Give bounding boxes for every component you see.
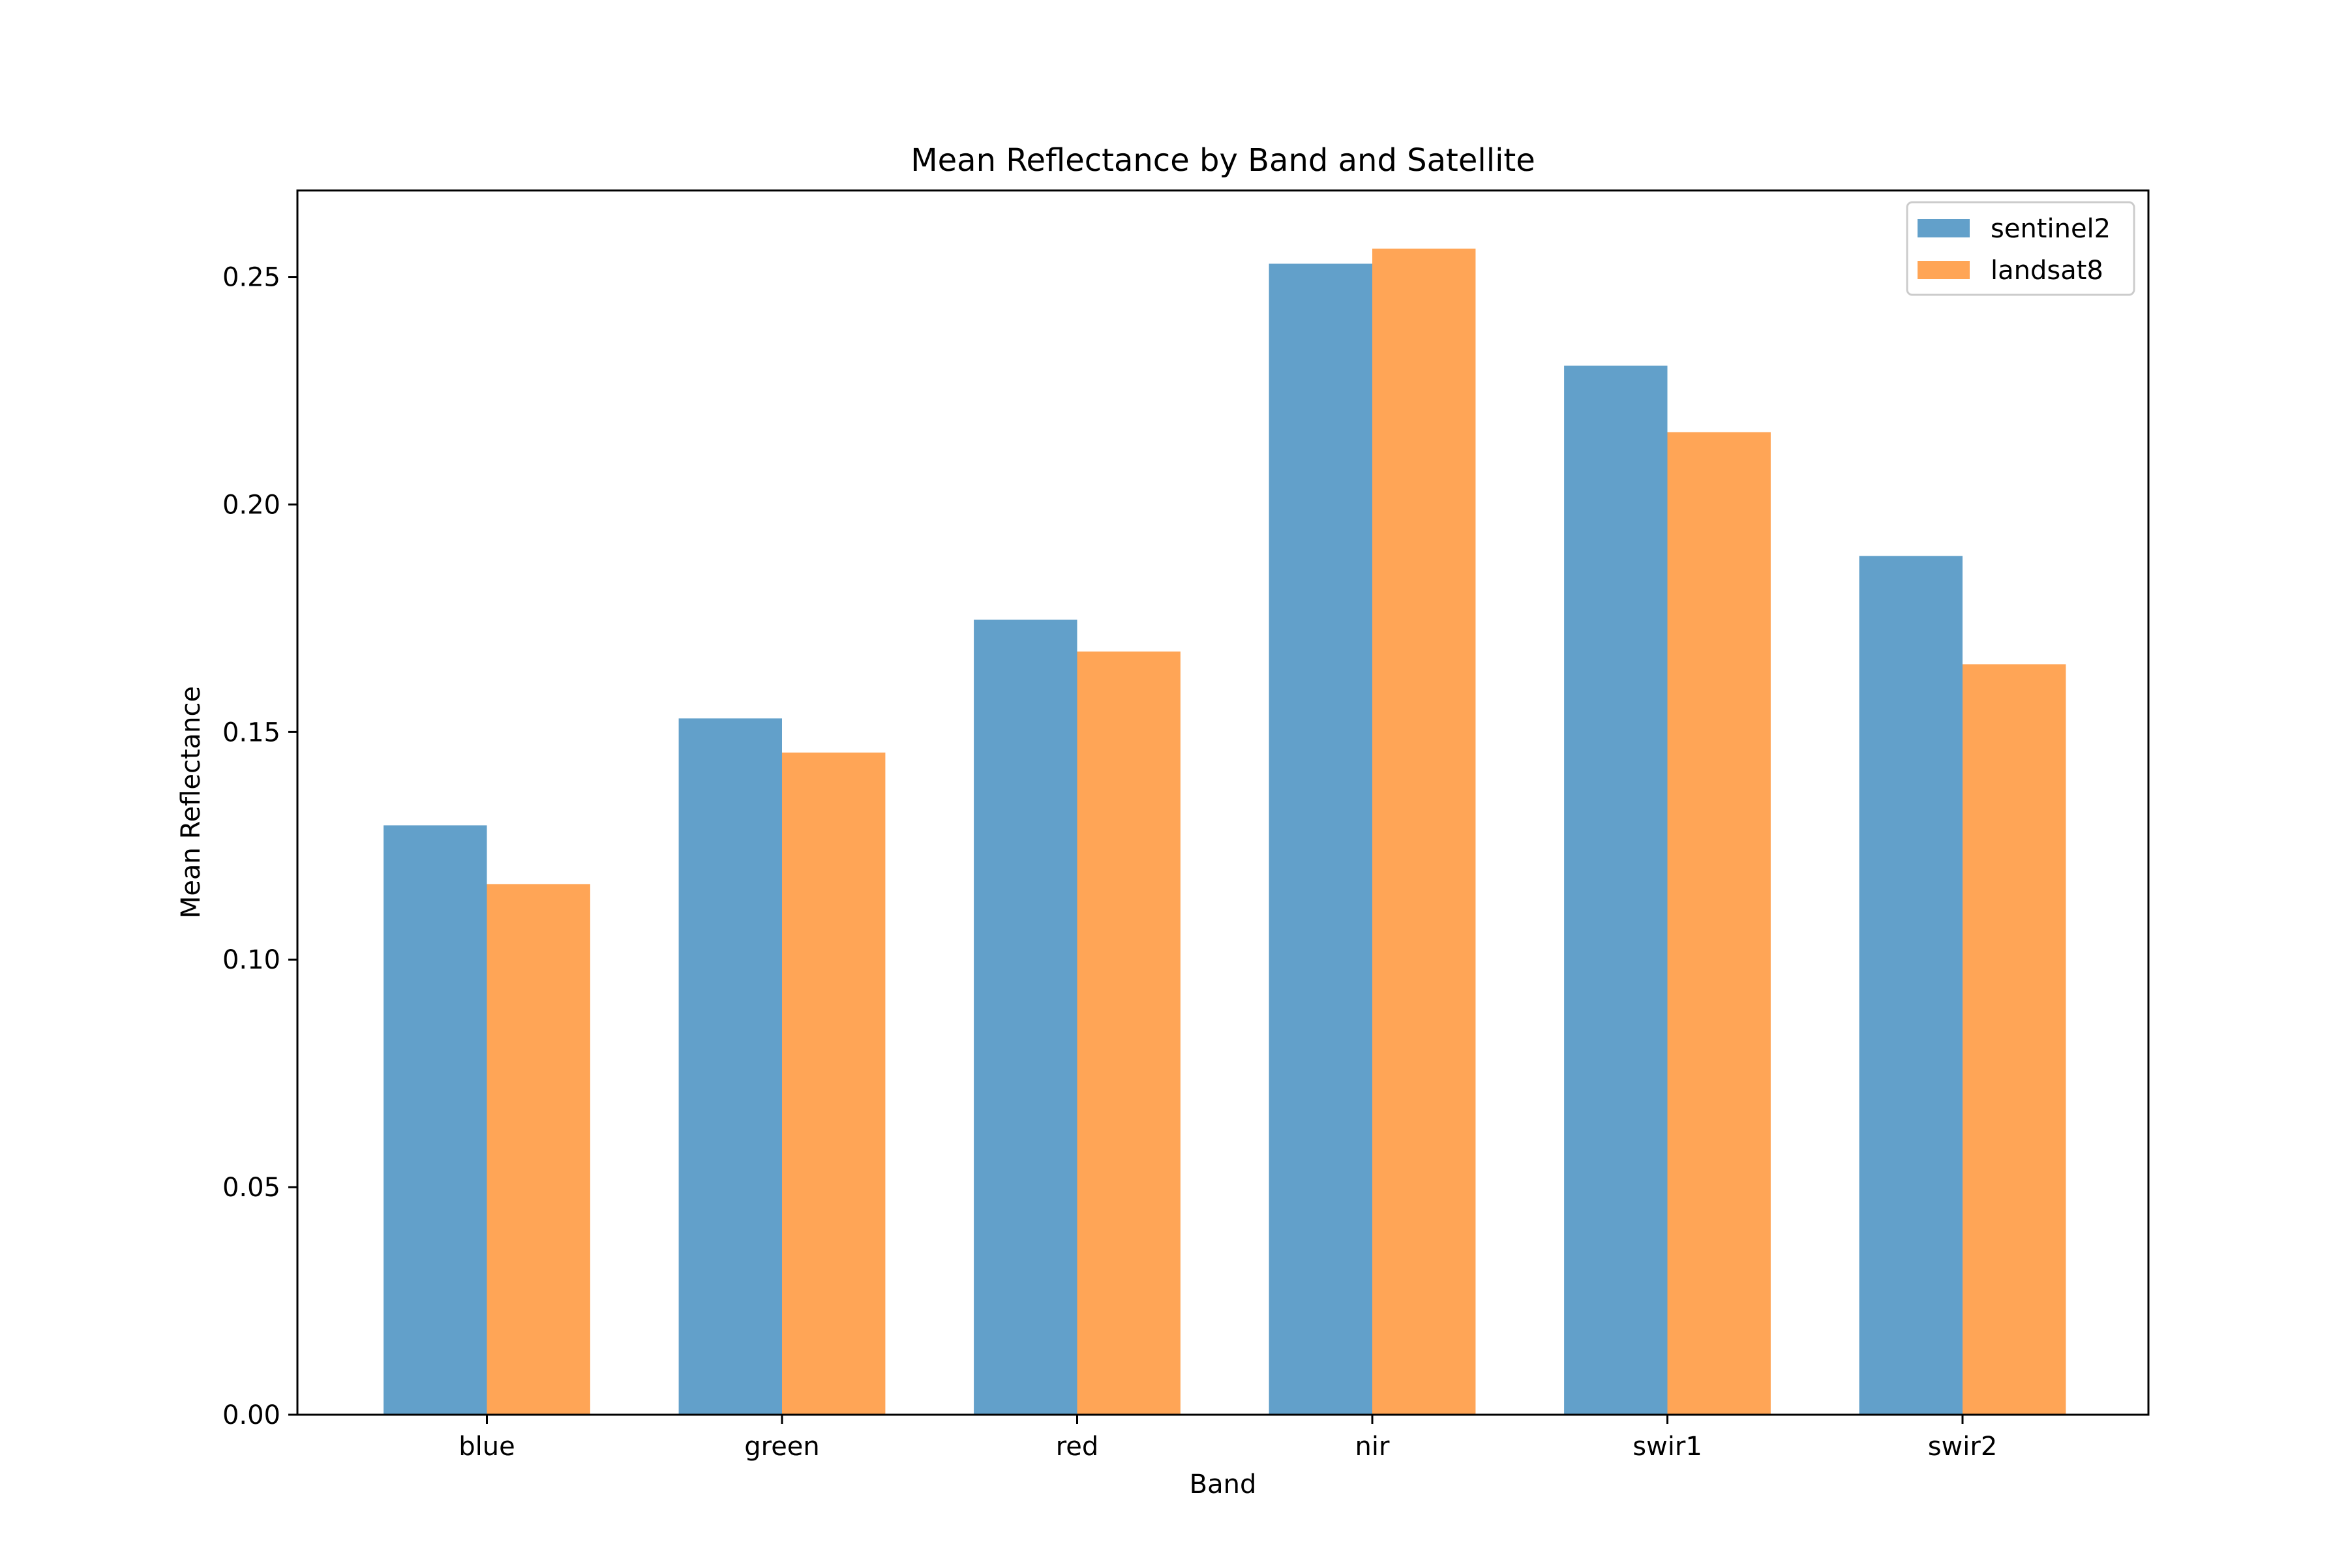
bar-sentinel2-swir1 bbox=[1564, 365, 1668, 1415]
y-tick-label: 0.20 bbox=[222, 490, 280, 520]
y-tick-label: 0.10 bbox=[222, 945, 280, 975]
bar-landsat8-nir bbox=[1372, 249, 1476, 1415]
x-tick-label-red: red bbox=[1056, 1432, 1099, 1462]
bar-landsat8-green bbox=[782, 752, 886, 1415]
bar-landsat8-red bbox=[1077, 651, 1181, 1415]
x-tick-label-green: green bbox=[744, 1432, 820, 1462]
x-tick-label-swir2: swir2 bbox=[1928, 1432, 1998, 1462]
bar-landsat8-blue bbox=[487, 884, 590, 1415]
legend-swatch-landsat8 bbox=[1918, 261, 1970, 279]
legend: sentinel2 landsat8 bbox=[1906, 201, 2135, 296]
y-tick-label: 0.00 bbox=[222, 1400, 280, 1430]
bar-sentinel2-nir bbox=[1269, 264, 1372, 1415]
x-axis: blue green red nir swir1 swir2 bbox=[459, 1415, 1997, 1462]
y-tick-label: 0.15 bbox=[222, 717, 280, 747]
chart-title: Mean Reflectance by Band and Satellite bbox=[911, 142, 1535, 179]
legend-swatch-sentinel2 bbox=[1918, 219, 1970, 237]
y-tick-label: 0.25 bbox=[222, 263, 280, 293]
bar-sentinel2-blue bbox=[384, 825, 487, 1415]
bar-sentinel2-red bbox=[974, 620, 1077, 1415]
x-tick-label-nir: nir bbox=[1355, 1432, 1390, 1462]
x-axis-label: Band bbox=[1190, 1470, 1257, 1500]
legend-label-landsat8: landsat8 bbox=[1991, 256, 2103, 286]
x-tick-label-swir1: swir1 bbox=[1633, 1432, 1702, 1462]
y-axis-label: Mean Reflectance bbox=[176, 686, 206, 918]
y-tick-label: 0.05 bbox=[222, 1173, 280, 1203]
legend-label-sentinel2: sentinel2 bbox=[1991, 214, 2111, 244]
bar-landsat8-swir2 bbox=[1963, 664, 2066, 1415]
y-axis: 0.00 0.05 0.10 0.15 0.20 0.25 bbox=[222, 263, 297, 1430]
bar-sentinel2-green bbox=[678, 718, 782, 1415]
plot-frame bbox=[296, 189, 2150, 1416]
bar-sentinel2-swir2 bbox=[1859, 556, 1963, 1415]
x-tick-label-blue: blue bbox=[459, 1432, 515, 1462]
bars-layer bbox=[384, 249, 2066, 1415]
bar-landsat8-swir1 bbox=[1667, 432, 1771, 1415]
